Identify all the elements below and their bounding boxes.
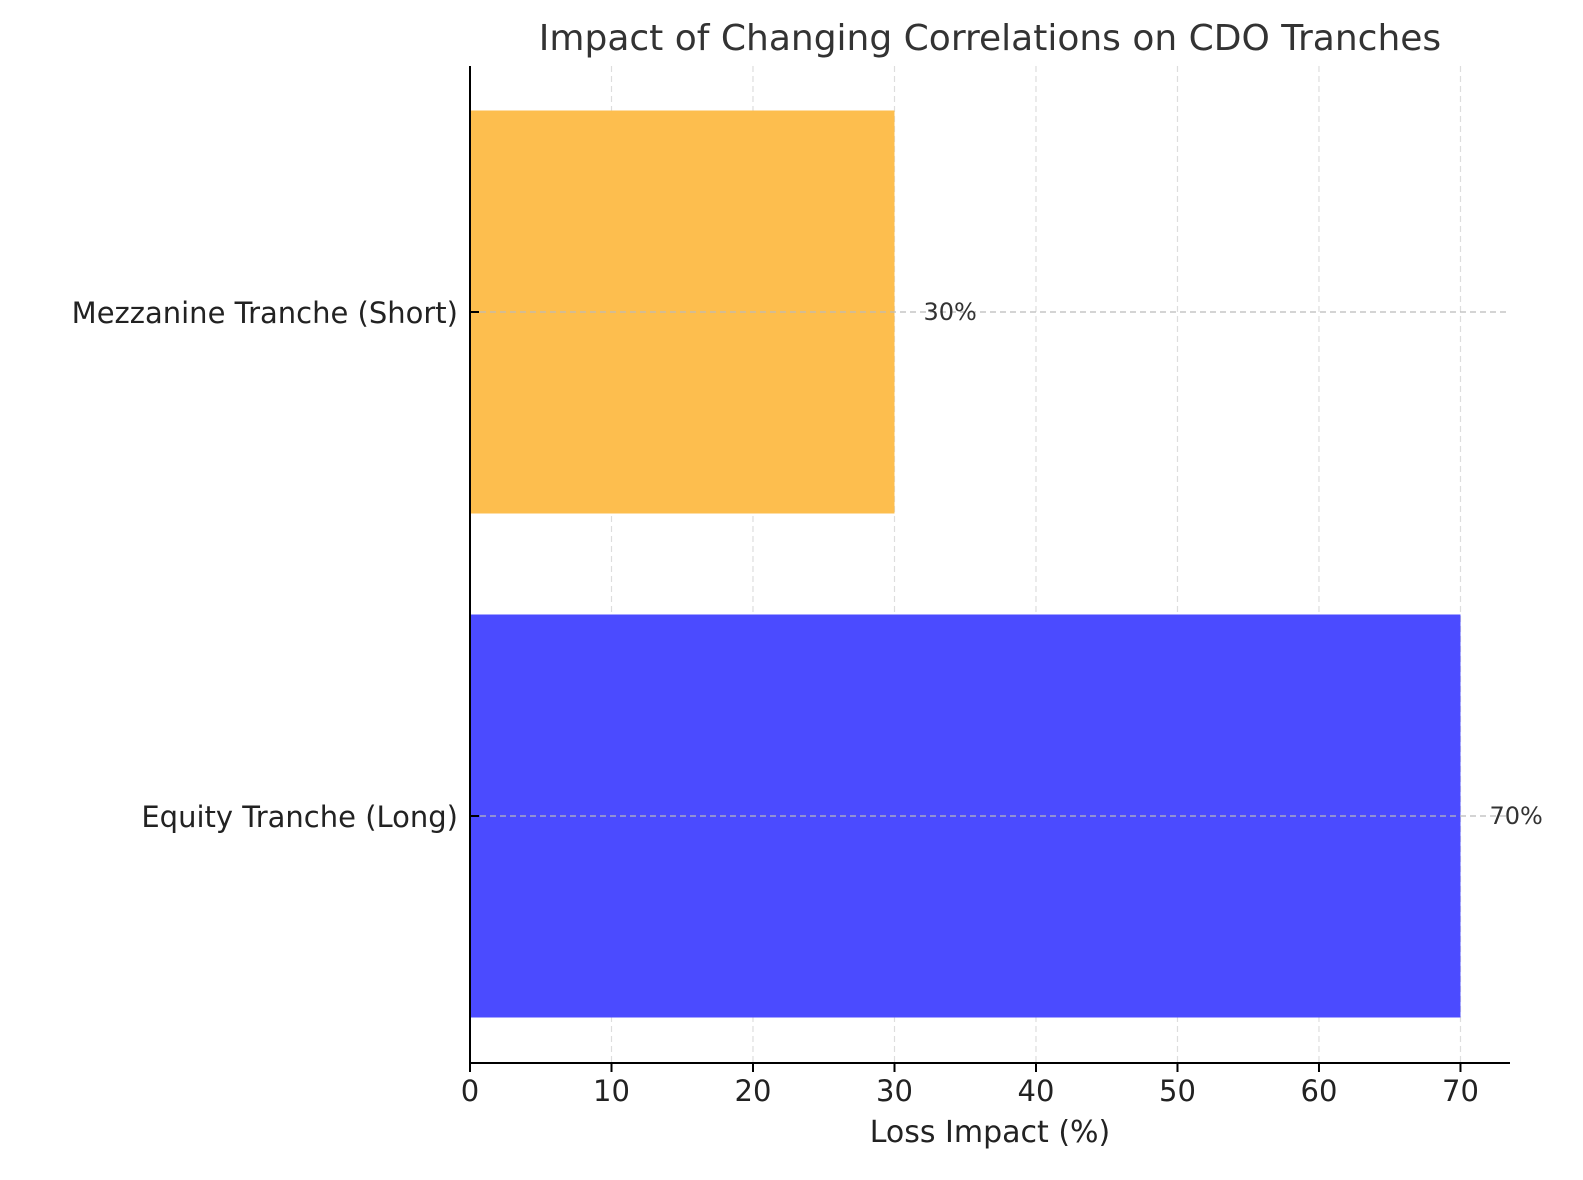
x-tick-label: 20 xyxy=(735,1074,772,1108)
x-tick-label: 10 xyxy=(593,1074,630,1108)
bars xyxy=(470,110,1461,1018)
axes xyxy=(469,66,1510,1064)
x-ticks: 0 10 20 30 40 50 60 70 xyxy=(461,1063,1479,1108)
data-label: 70% xyxy=(1489,802,1542,830)
x-tick-label: 70 xyxy=(1442,1074,1479,1108)
y-tick-label: Mezzanine Tranche (Short) xyxy=(72,296,458,330)
chart-title: Impact of Changing Correlations on CDO T… xyxy=(539,18,1441,59)
x-tick-label: 60 xyxy=(1301,1074,1338,1108)
x-axis-title: Loss Impact (%) xyxy=(870,1115,1111,1150)
x-tick-label: 40 xyxy=(1018,1074,1055,1108)
data-label: 30% xyxy=(923,298,976,326)
category-guide-lines xyxy=(470,311,1510,817)
y-tick-label: Equity Tranche (Long) xyxy=(141,800,458,834)
x-tick-label: 30 xyxy=(876,1074,913,1108)
x-tick-label: 0 xyxy=(461,1074,479,1108)
data-labels: 70% 30% xyxy=(923,298,1542,830)
x-tick-label: 50 xyxy=(1159,1074,1196,1108)
y-ticks: Equity Tranche (Long) Mezzanine Tranche (… xyxy=(72,296,479,834)
